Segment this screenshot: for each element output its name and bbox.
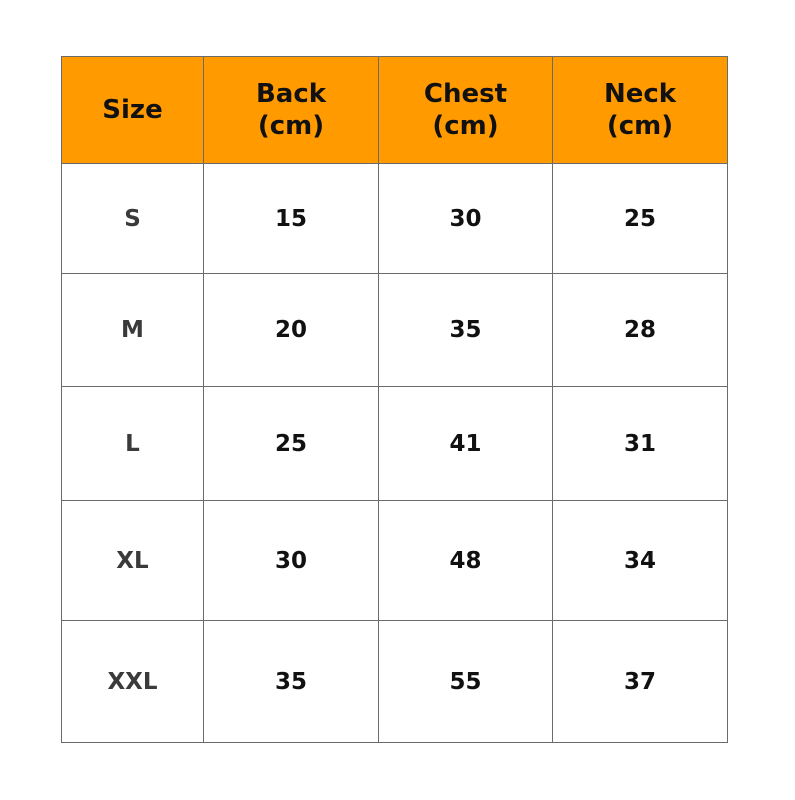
- cell-chest: 48: [378, 500, 553, 621]
- cell-back: 35: [203, 620, 379, 743]
- header-back-unit: (cm): [257, 111, 325, 141]
- cell-neck: 31: [552, 386, 728, 501]
- cell-size: L: [61, 386, 204, 501]
- cell-size: XL: [61, 500, 204, 621]
- table-row: XXL 35 55 37: [61, 620, 728, 743]
- cell-neck: 25: [552, 163, 728, 274]
- cell-neck: 34: [552, 500, 728, 621]
- cell-size: M: [61, 273, 204, 387]
- cell-chest: 55: [378, 620, 553, 743]
- table-row: M 20 35 28: [61, 273, 728, 387]
- cell-chest: 41: [378, 386, 553, 501]
- header-neck: Neck (cm): [552, 56, 728, 164]
- table-row: XL 30 48 34: [61, 500, 728, 621]
- table-row: S 15 30 25: [61, 163, 728, 274]
- cell-neck: 28: [552, 273, 728, 387]
- header-neck-label: Neck: [603, 79, 677, 109]
- cell-chest: 35: [378, 273, 553, 387]
- cell-back: 30: [203, 500, 379, 621]
- header-size: Size: [61, 56, 204, 164]
- header-back-label: Back: [255, 79, 327, 109]
- cell-chest: 30: [378, 163, 553, 274]
- cell-size: S: [61, 163, 204, 274]
- cell-back: 20: [203, 273, 379, 387]
- header-size-label: Size: [102, 95, 163, 125]
- table-row: L 25 41 31: [61, 386, 728, 501]
- header-chest: Chest (cm): [378, 56, 553, 164]
- size-chart-table: Size Back (cm) Chest (cm) Neck (cm) S 15 30 25…: [61, 56, 728, 743]
- header-chest-unit: (cm): [432, 111, 499, 141]
- cell-back: 25: [203, 386, 379, 501]
- header-chest-label: Chest: [423, 79, 508, 109]
- header-back: Back (cm): [203, 56, 379, 164]
- header-row: Size Back (cm) Chest (cm) Neck (cm): [61, 56, 728, 164]
- cell-size: XXL: [61, 620, 204, 743]
- cell-back: 15: [203, 163, 379, 274]
- cell-neck: 37: [552, 620, 728, 743]
- header-neck-unit: (cm): [606, 111, 674, 141]
